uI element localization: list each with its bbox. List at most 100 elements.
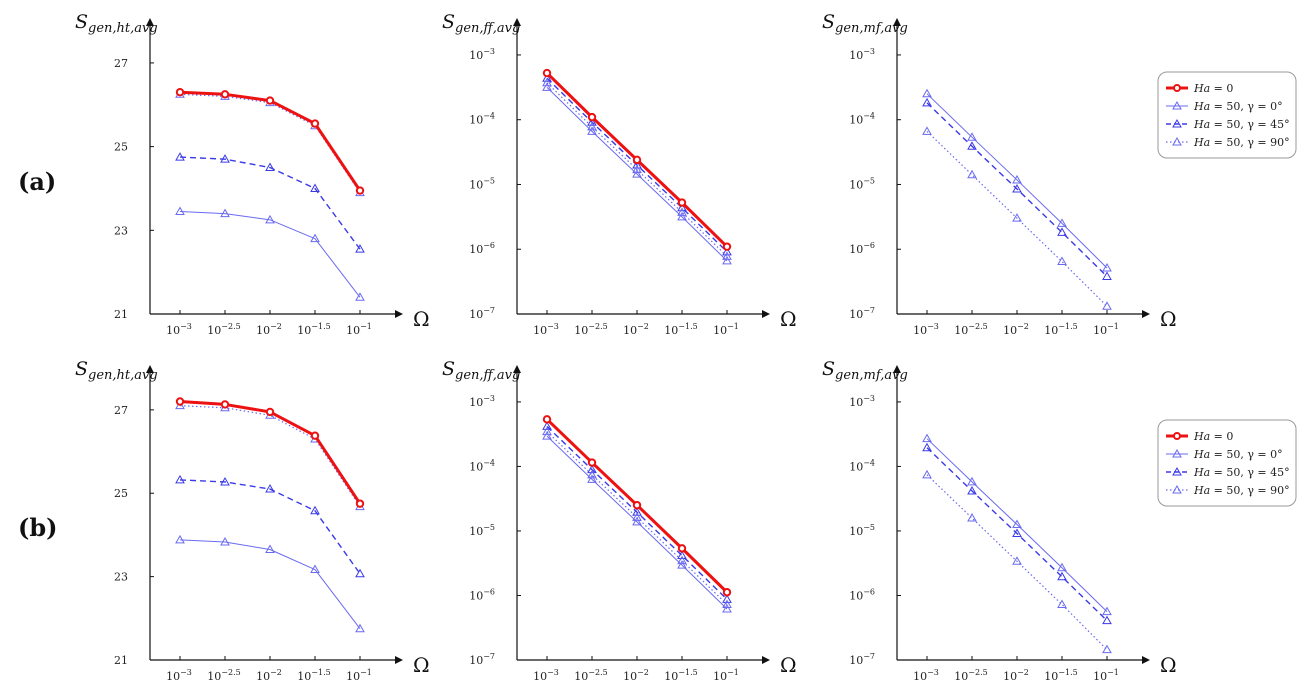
y-tick-label: 10−5 — [469, 523, 495, 538]
y-tick-label: 10−6 — [849, 241, 875, 256]
data-point — [175, 474, 185, 484]
data-point — [220, 400, 230, 409]
data-point — [542, 77, 552, 87]
x-tick-label: 10−1 — [713, 668, 739, 683]
data-point — [265, 162, 275, 172]
data-point — [632, 169, 642, 178]
y-tick-label: 10−5 — [849, 176, 875, 191]
y-tick-label: 10−3 — [469, 47, 495, 62]
series-line — [926, 438, 1108, 612]
x-tick-label: 10−1.5 — [1044, 322, 1077, 337]
x-axis-arrow — [395, 310, 403, 318]
x-tick-label: 10−1 — [346, 668, 372, 683]
data-point — [310, 233, 320, 243]
data-point — [1102, 301, 1112, 310]
data-point — [1102, 606, 1112, 616]
data-point — [922, 442, 932, 452]
data-point — [967, 485, 977, 495]
data-point — [587, 474, 597, 483]
data-point — [922, 88, 932, 98]
data-point — [632, 160, 642, 169]
x-tick-label: 10−3 — [533, 668, 559, 683]
legend-marker — [1172, 136, 1182, 146]
data-point — [220, 537, 230, 546]
legend: Ha = 0 Ha = 50, γ = 0° Ha = 50, γ = 45° Ha … — [1157, 71, 1297, 159]
series-line — [546, 431, 728, 605]
chart-panel: Sgen,mf,avg Ω 10−3 10−2.5 10−2 10−1.5 10−1 10−7… — [822, 358, 1177, 683]
x-tick-label: 10−3 — [913, 668, 939, 683]
x-axis-label: Ω — [413, 653, 430, 677]
y-tick-label: 10−5 — [469, 176, 495, 191]
series-line — [546, 425, 728, 600]
data-point — [310, 183, 320, 192]
y-tick-label: 21 — [114, 654, 128, 667]
data-point — [1057, 227, 1067, 236]
data-point — [1102, 263, 1112, 272]
data-point — [1012, 556, 1022, 565]
data-point — [175, 88, 185, 97]
data-point — [220, 154, 230, 163]
data-point — [355, 186, 365, 195]
data-point — [1057, 218, 1067, 227]
x-tick-label: 10−2 — [256, 322, 282, 337]
x-tick-label: 10−1.5 — [297, 322, 330, 337]
y-axis-label: Sgen,ff,avg — [442, 11, 520, 36]
data-point — [355, 568, 365, 578]
x-tick-label: 10−1 — [713, 322, 739, 337]
x-tick-label: 10−1.5 — [664, 668, 697, 683]
data-point — [1012, 213, 1022, 222]
x-tick-label: 10−3 — [913, 322, 939, 337]
data-point — [677, 560, 687, 569]
x-tick-label: 10−3 — [166, 322, 192, 337]
data-point — [722, 594, 732, 603]
data-point — [722, 242, 732, 251]
y-tick-label: 10−7 — [469, 652, 495, 667]
x-tick-label: 10−2.5 — [207, 668, 240, 683]
y-axis-arrow — [146, 18, 154, 26]
x-tick-label: 10−3 — [533, 322, 559, 337]
data-point — [542, 426, 552, 436]
data-point — [677, 202, 687, 212]
x-tick-label: 10−2 — [1003, 322, 1029, 337]
data-point — [922, 126, 932, 135]
data-point — [355, 244, 365, 253]
y-tick-label: 10−3 — [469, 394, 495, 409]
row-label-a: (a) — [18, 167, 56, 196]
data-point — [967, 476, 977, 486]
data-point — [175, 152, 185, 161]
data-point — [1012, 528, 1022, 538]
data-point — [265, 544, 275, 554]
series-line — [546, 82, 728, 257]
data-point — [265, 484, 275, 493]
legend-label: Ha = 0 — [1193, 430, 1233, 443]
y-axis-arrow — [893, 18, 901, 26]
y-tick-label: 10−6 — [849, 587, 875, 602]
y-tick-label: 10−6 — [469, 587, 495, 602]
data-point — [967, 513, 977, 522]
data-point — [175, 206, 185, 215]
data-point — [542, 68, 552, 78]
data-point — [677, 544, 687, 553]
series-line — [546, 86, 728, 262]
data-point — [1057, 256, 1067, 266]
data-point — [1057, 571, 1067, 581]
data-point — [587, 112, 597, 122]
row-label-b: (b) — [18, 513, 58, 542]
series-line — [179, 93, 361, 193]
y-axis-arrow — [893, 365, 901, 373]
y-axis-label: Sgen,mf,avg — [822, 358, 908, 383]
series-line — [179, 90, 362, 192]
data-point — [310, 564, 320, 574]
series-line — [179, 210, 361, 298]
x-tick-label: 10−3 — [166, 668, 192, 683]
data-point — [310, 431, 320, 440]
x-axis-label: Ω — [780, 307, 797, 331]
legend-label: Ha = 50, γ = 0° — [1193, 448, 1283, 461]
data-point — [677, 198, 687, 207]
x-tick-label: 10−2.5 — [954, 322, 987, 337]
y-axis-arrow — [146, 365, 154, 373]
legend-box — [1157, 71, 1297, 159]
data-point — [1102, 644, 1112, 654]
series-line — [926, 474, 1108, 651]
